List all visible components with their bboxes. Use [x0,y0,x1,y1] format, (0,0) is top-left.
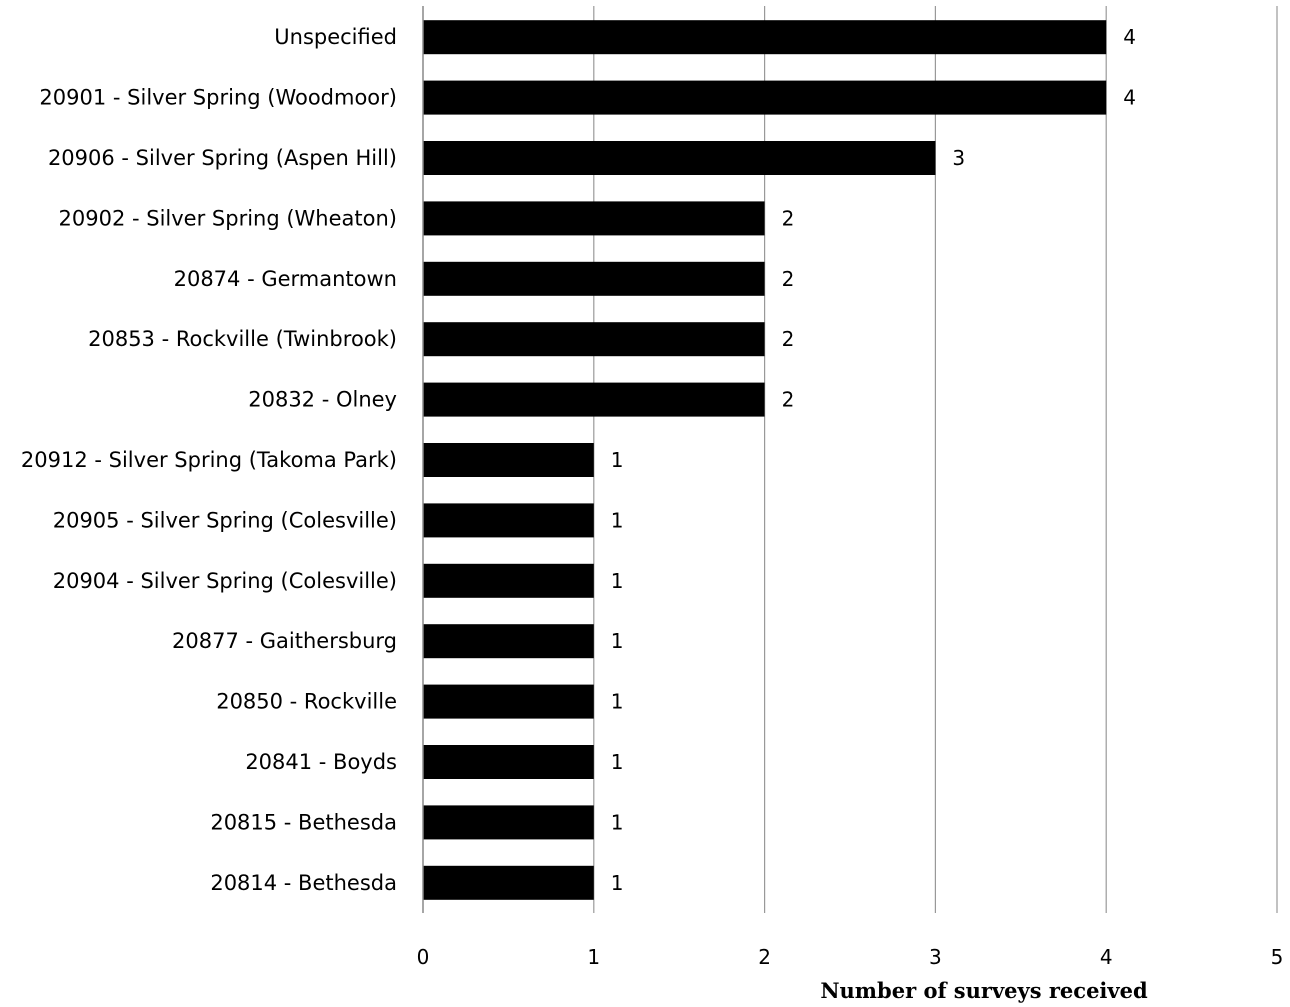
category-label-5: 20853 - Rockville (Twinbrook) [88,327,397,351]
x-axis-title: Number of surveys received [820,978,1148,1003]
bar-3 [423,201,765,236]
bar-9 [423,563,594,598]
data-label-7: 1 [611,448,624,472]
data-label-0: 4 [1123,25,1136,49]
category-label-13: 20815 - Bethesda [210,810,397,834]
bar-4 [423,261,765,296]
data-label-14: 1 [611,871,624,895]
x-tick-label-5: 5 [1271,945,1284,969]
category-label-14: 20814 - Bethesda [210,871,397,895]
category-label-4: 20874 - Germantown [174,267,397,291]
x-tick-label-3: 3 [929,945,942,969]
data-label-1: 4 [1123,86,1136,110]
bar-5 [423,322,765,357]
category-label-1: 20901 - Silver Spring (Woodmoor) [39,86,397,110]
data-label-11: 1 [611,690,624,714]
x-tick-label-4: 4 [1100,945,1113,969]
x-tick-label-0: 0 [417,945,430,969]
bar-13 [423,805,594,840]
data-label-9: 1 [611,569,624,593]
data-label-2: 3 [952,146,965,170]
category-label-12: 20841 - Boyds [245,750,397,774]
data-label-10: 1 [611,629,624,653]
x-tick-label-2: 2 [758,945,771,969]
bar-8 [423,503,594,538]
bar-1 [423,80,1107,115]
category-label-11: 20850 - Rockville [216,690,397,714]
x-tick-labels: 0 1 2 3 4 5 [417,945,1284,969]
data-label-5: 2 [782,327,795,351]
data-label-8: 1 [611,508,624,532]
category-label-8: 20905 - Silver Spring (Colesville) [53,508,397,532]
data-label-12: 1 [611,750,624,774]
bar-10 [423,624,594,659]
category-label-7: 20912 - Silver Spring (Takoma Park) [21,448,397,472]
bar-7 [423,443,594,477]
category-label-3: 20902 - Silver Spring (Wheaton) [59,206,397,230]
data-label-6: 2 [782,388,795,412]
bar-6 [423,382,765,417]
category-label-2: 20906 - Silver Spring (Aspen Hill) [48,146,397,170]
bar-11 [423,684,594,719]
category-label-0: Unspecified [274,25,397,49]
data-label-13: 1 [611,810,624,834]
data-label-3: 2 [782,206,795,230]
category-labels: Unspecified 20901 - Silver Spring (Woodmo… [21,25,397,895]
bar-12 [423,745,594,779]
bar-2 [423,141,936,175]
bar-0 [423,20,1107,55]
data-labels: 4 4 3 2 2 2 2 1 1 1 1 1 1 1 1 [611,25,1136,895]
category-label-6: 20832 - Olney [248,388,397,412]
data-label-4: 2 [782,267,795,291]
bar-14 [423,865,594,900]
x-tick-label-1: 1 [587,945,600,969]
category-label-10: 20877 - Gaithersburg [172,629,397,653]
category-label-9: 20904 - Silver Spring (Colesville) [53,569,397,593]
bars-group [423,20,1107,900]
